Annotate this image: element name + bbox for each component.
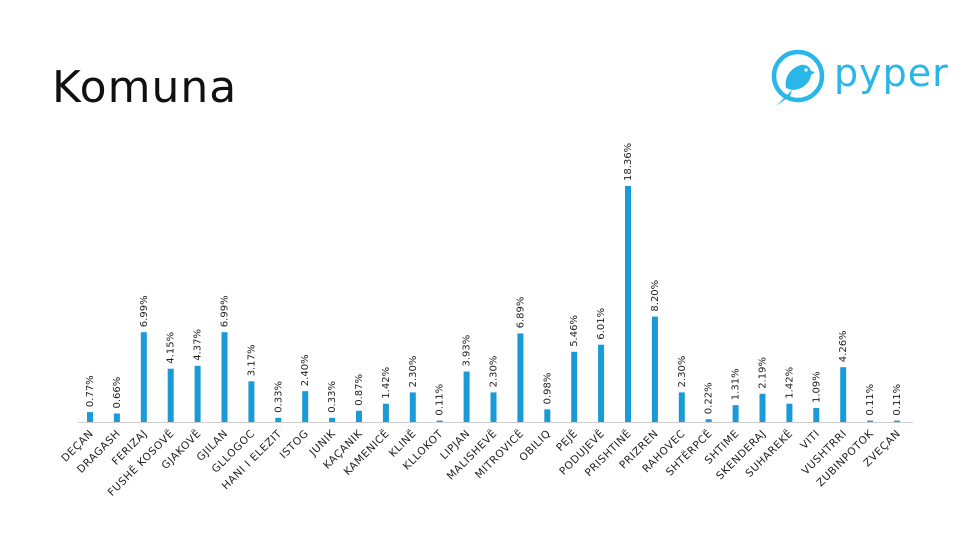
- bar-kline: [409, 392, 416, 422]
- data-label-viti: 1.09%: [811, 371, 822, 403]
- bar-prizren: [651, 316, 658, 422]
- bar-malisheve: [490, 392, 497, 422]
- data-label-dragash: 0.66%: [112, 377, 123, 409]
- bar-viti: [813, 408, 820, 422]
- logo-text: pyper: [834, 51, 949, 95]
- bar-obiliq: [544, 409, 551, 422]
- data-label-gllogoc: 3.17%: [246, 345, 257, 377]
- data-label-fushe-kosove: 4.15%: [166, 332, 177, 364]
- x-tick-label-istog: ISTOG: [278, 428, 312, 462]
- data-label-istog: 2.40%: [300, 354, 311, 386]
- x-tick-label-viti: VITI: [798, 428, 822, 452]
- data-label-shterpce: 0.22%: [704, 382, 715, 414]
- data-label-skenderaj: 2.19%: [758, 357, 769, 389]
- bird-icon: [771, 49, 825, 106]
- page-title: Komuna: [52, 62, 238, 113]
- bar-ferizaj: [140, 332, 147, 422]
- data-label-kline: 2.30%: [408, 356, 419, 388]
- data-label-ferizaj: 6.99%: [139, 295, 150, 327]
- data-label-gjakove: 4.37%: [193, 329, 204, 361]
- data-label-suhareke: 1.42%: [784, 367, 795, 399]
- bar-mitrovice: [517, 333, 524, 422]
- bar-skenderaj: [759, 393, 766, 422]
- data-label-shtime: 1.31%: [731, 368, 742, 400]
- data-label-vushtrri: 4.26%: [838, 330, 849, 362]
- bar-peje: [571, 351, 578, 422]
- data-label-decan: 0.77%: [85, 375, 96, 407]
- data-labels-group: 0.77% 0.66% 6.99% 4.15% 4.37% 6.99% 3.17% 0.33%…: [85, 143, 903, 416]
- bar-kllokot: [436, 420, 443, 422]
- data-label-peje: 5.46%: [569, 315, 580, 347]
- bar-zvecan: [894, 420, 900, 422]
- bar-kacanik: [356, 410, 362, 422]
- bar-lipjan: [463, 371, 470, 422]
- bar-fushe-kosove: [167, 368, 174, 422]
- bar-vushtrri: [840, 367, 847, 422]
- bar-gjilan: [221, 332, 228, 422]
- bar-rahovec: [678, 392, 685, 422]
- bar-shtime: [732, 405, 739, 422]
- bar-suhareke: [786, 403, 793, 422]
- bar-decan: [87, 412, 93, 422]
- bar-zubinpotok: [867, 420, 874, 422]
- data-label-kllokot: 0.11%: [435, 384, 446, 416]
- data-label-rahovec: 2.30%: [677, 356, 688, 388]
- bar-kamenice: [382, 403, 389, 422]
- pyper-logo: pyper: [768, 48, 958, 112]
- bar-hani-i-elezit: [275, 417, 282, 422]
- bar-shterpce: [705, 419, 712, 422]
- data-label-podujeve: 6.01%: [596, 308, 607, 340]
- bar-istog: [302, 391, 309, 422]
- data-label-gjilan: 6.99%: [220, 295, 231, 327]
- bar-prishtine: [625, 186, 631, 422]
- bar-gllogoc: [248, 381, 255, 422]
- data-label-kamenice: 1.42%: [381, 367, 392, 399]
- bar-podujeve: [598, 344, 605, 422]
- data-label-malisheve: 2.30%: [489, 356, 500, 388]
- bar-gjakove: [194, 365, 201, 422]
- bars-group: [87, 186, 900, 422]
- data-label-obiliq: 0.98%: [542, 373, 553, 405]
- bar-junik: [329, 417, 336, 422]
- data-label-prizren: 8.20%: [650, 280, 661, 312]
- bar-dragash: [113, 413, 120, 422]
- data-label-zubinpotok: 0.11%: [865, 384, 876, 416]
- data-label-junik: 0.33%: [327, 381, 338, 413]
- data-label-mitrovice: 6.89%: [515, 297, 526, 329]
- data-label-lipjan: 3.93%: [462, 335, 473, 367]
- data-label-hani-i-elezit: 0.33%: [273, 381, 284, 413]
- data-label-prishtine: 18.36%: [623, 143, 634, 181]
- data-label-zvecan: 0.11%: [892, 384, 903, 416]
- data-label-kacanik: 0.87%: [354, 374, 365, 406]
